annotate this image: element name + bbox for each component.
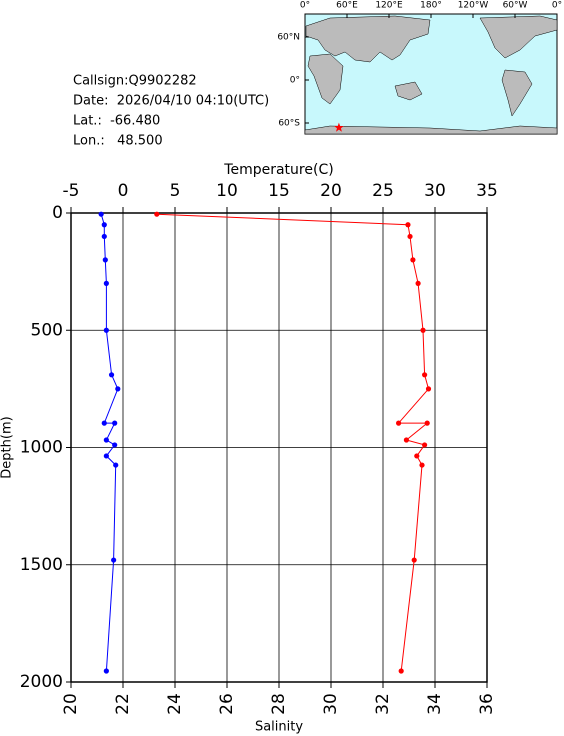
x-tick-label: 25 xyxy=(372,181,394,201)
map-lon-label: 60°E xyxy=(336,1,358,11)
data-point xyxy=(98,211,104,217)
x-tick-label: 30 xyxy=(424,181,446,201)
map-lon-label: 120°W xyxy=(458,1,489,11)
data-point xyxy=(403,437,409,443)
x-axis-label: Temperature(C) xyxy=(223,162,333,178)
series-line xyxy=(100,214,119,672)
map-lat-label: 0° xyxy=(290,76,300,86)
data-point xyxy=(115,386,121,392)
data-point xyxy=(415,280,421,286)
map-lat-label: 60°N xyxy=(277,33,300,43)
x2-tick-label: 28 xyxy=(269,693,289,715)
data-point xyxy=(414,453,420,459)
data-point xyxy=(411,557,417,563)
map-land xyxy=(307,53,344,105)
x-tick-label: 10 xyxy=(216,181,238,201)
x2-tick-label: 24 xyxy=(165,693,185,715)
x-tick-label: -5 xyxy=(63,181,80,201)
series-line xyxy=(156,213,430,672)
data-point xyxy=(405,222,411,228)
data-point xyxy=(422,442,428,448)
map-land xyxy=(304,125,558,135)
map-land xyxy=(394,81,423,101)
data-point xyxy=(101,420,107,426)
map-lon-label: 0° xyxy=(300,1,310,11)
data-point xyxy=(398,668,404,674)
x2-tick-label: 26 xyxy=(217,693,237,715)
map-land xyxy=(305,15,431,63)
x2-tick-label: 30 xyxy=(321,693,341,715)
data-point xyxy=(410,257,416,263)
y-axis-label: Depth(m) xyxy=(0,416,15,478)
x2-tick-label: 20 xyxy=(61,693,81,715)
info-line: Callsign:Q9902282 xyxy=(73,74,197,89)
data-point xyxy=(108,372,115,378)
data-point xyxy=(154,211,160,217)
x-tick-label: 0 xyxy=(118,181,129,201)
data-point xyxy=(419,462,425,468)
y-tick-label: 1500 xyxy=(20,555,63,575)
x2-tick-label: 22 xyxy=(113,693,133,715)
y-tick-label: 2000 xyxy=(20,672,63,692)
x-tick-label: 35 xyxy=(476,181,498,201)
x2-tick-label: 34 xyxy=(425,693,445,715)
data-point xyxy=(420,327,426,333)
info-line: Date: 2026/04/10 04:10(UTC) xyxy=(73,94,269,109)
map-lon-label: 120°E xyxy=(375,1,403,11)
data-point xyxy=(112,442,118,448)
x-tick-label: 5 xyxy=(170,181,181,201)
y-tick-label: 1000 xyxy=(20,438,63,458)
map-land xyxy=(501,69,533,117)
plot-frame xyxy=(70,212,488,683)
map-lon-label: 60°W xyxy=(503,1,528,11)
data-point xyxy=(407,233,413,240)
data-point xyxy=(103,437,109,443)
data-point xyxy=(103,453,109,459)
data-point xyxy=(103,280,109,286)
x-tick-label: 15 xyxy=(268,181,290,201)
map-land xyxy=(479,15,558,59)
x2-tick-label: 32 xyxy=(373,693,393,715)
info-line: Lon.: 48.500 xyxy=(73,134,163,149)
data-point xyxy=(102,257,108,263)
x-tick-label: 20 xyxy=(320,181,342,201)
info-line: Lat.: -66.480 xyxy=(73,114,160,129)
data-point xyxy=(101,222,107,228)
y-tick-label: 0 xyxy=(52,203,63,223)
data-point xyxy=(103,668,109,674)
data-point xyxy=(396,420,402,426)
data-point xyxy=(424,420,430,426)
y-tick-label: 500 xyxy=(31,320,63,340)
data-point xyxy=(422,372,428,378)
station-marker xyxy=(334,122,344,132)
x2-tick-label: 36 xyxy=(477,693,497,715)
map-lon-label: 0° xyxy=(552,1,562,11)
map-lon-label: 180° xyxy=(420,1,442,11)
data-point xyxy=(111,557,117,563)
x2-axis-label: Salinity xyxy=(255,720,303,735)
data-point xyxy=(101,233,107,240)
map-lat-label: 60°S xyxy=(278,119,300,129)
data-point xyxy=(103,327,109,333)
data-point xyxy=(425,386,432,392)
data-point xyxy=(113,462,119,468)
data-point xyxy=(112,420,118,426)
map xyxy=(304,13,558,135)
